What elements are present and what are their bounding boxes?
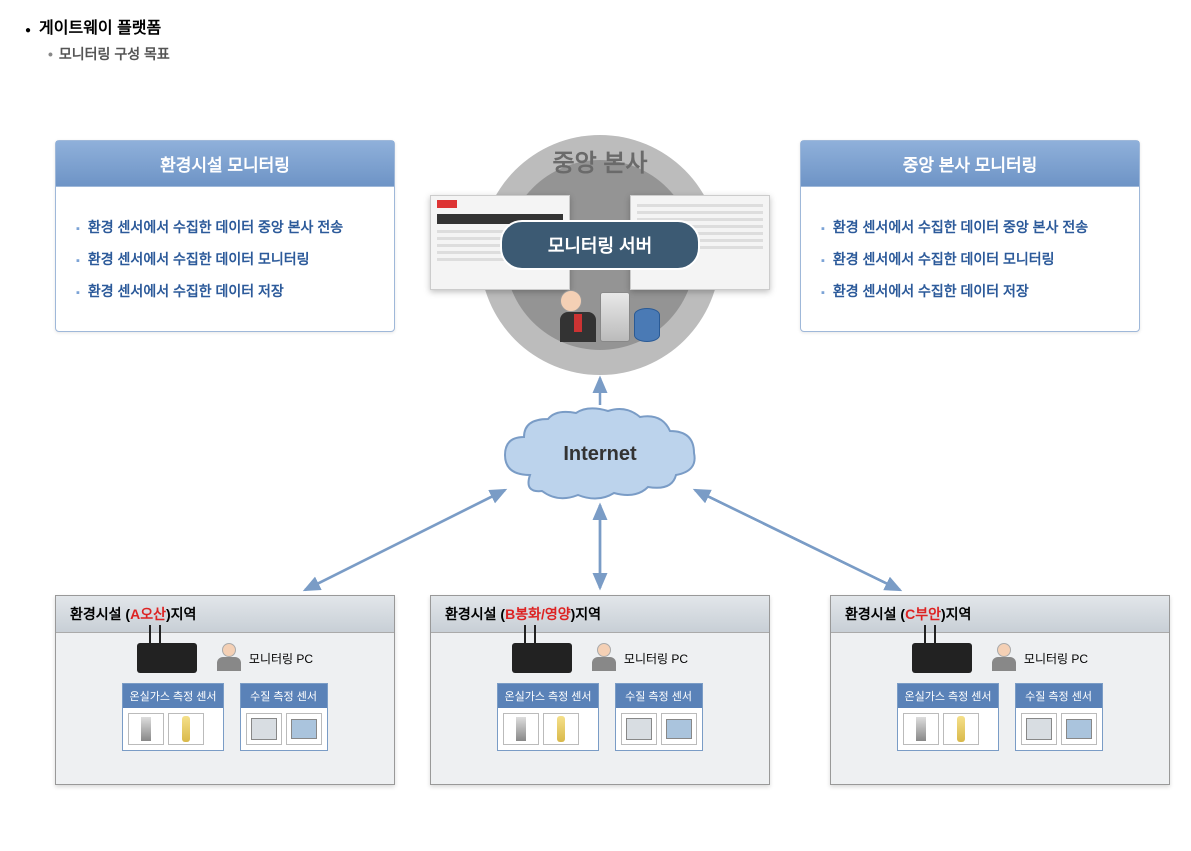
sensor-icon <box>1061 713 1097 745</box>
gateway-device-icon <box>912 643 972 673</box>
monitoring-pc-label: 모니터링 PC <box>1024 650 1088 667</box>
list-item: 환경 센서에서 수집한 데이터 중앙 본사 전송 <box>821 217 1119 237</box>
sensor-header: 온실가스 측정 센서 <box>498 684 597 708</box>
server-badge: 모니터링 서버 <box>500 220 700 270</box>
box-title: 중앙 본사 모니터링 <box>801 141 1139 187</box>
list-item: 환경 센서에서 수집한 데이터 중앙 본사 전송 <box>76 217 374 237</box>
greenhouse-gas-sensor-group: 온실가스 측정 센서 <box>122 683 223 751</box>
facility-box: 환경시설 (C부안)지역모니터링 PC 온실가스 측정 센서 수질 측정 센서 <box>830 595 1170 785</box>
sensor-header: 온실가스 측정 센서 <box>123 684 222 708</box>
facility-title: 환경시설 (A오산)지역 <box>56 596 394 633</box>
monitoring-pc-icon: 모니터링 PC <box>590 643 688 673</box>
server-cluster-icon <box>560 290 660 342</box>
hq-monitoring-box: 중앙 본사 모니터링 환경 센서에서 수집한 데이터 중앙 본사 전송 환경 센… <box>800 140 1140 332</box>
sensor-icon <box>246 713 282 745</box>
monitoring-pc-icon: 모니터링 PC <box>215 643 313 673</box>
sensor-header: 수질 측정 센서 <box>1016 684 1102 708</box>
sensor-icon <box>621 713 657 745</box>
sensor-icon <box>661 713 697 745</box>
sensor-header: 수질 측정 센서 <box>616 684 702 708</box>
monitoring-pc-icon: 모니터링 PC <box>990 643 1088 673</box>
central-hq: 중앙 본사 모니터링 서버 <box>430 135 770 385</box>
sensor-icon <box>1021 713 1057 745</box>
sensor-icon <box>503 713 539 745</box>
page-title: 게이트웨이 플랫폼 <box>25 14 161 38</box>
central-title: 중앙 본사 <box>430 143 770 178</box>
list-item: 환경 센서에서 수집한 데이터 모니터링 <box>76 249 374 269</box>
water-quality-sensor-group: 수질 측정 센서 <box>1015 683 1103 751</box>
greenhouse-gas-sensor-group: 온실가스 측정 센서 <box>897 683 998 751</box>
sensor-icon <box>286 713 322 745</box>
sensor-icon <box>943 713 979 745</box>
sensor-icon <box>168 713 204 745</box>
internet-cloud: Internet <box>490 405 710 505</box>
facility-title: 환경시설 (C부안)지역 <box>831 596 1169 633</box>
cloud-label: Internet <box>490 443 710 466</box>
list-item: 환경 센서에서 수집한 데이터 저장 <box>76 281 374 301</box>
greenhouse-gas-sensor-group: 온실가스 측정 센서 <box>497 683 598 751</box>
water-quality-sensor-group: 수질 측정 센서 <box>615 683 703 751</box>
env-facility-monitoring-box: 환경시설 모니터링 환경 센서에서 수집한 데이터 중앙 본사 전송 환경 센서… <box>55 140 395 332</box>
sensor-icon <box>903 713 939 745</box>
water-quality-sensor-group: 수질 측정 센서 <box>240 683 328 751</box>
list-item: 환경 센서에서 수집한 데이터 저장 <box>821 281 1119 301</box>
monitoring-pc-label: 모니터링 PC <box>624 650 688 667</box>
sensor-icon <box>128 713 164 745</box>
box-title: 환경시설 모니터링 <box>56 141 394 187</box>
facility-title: 환경시설 (B봉화/영양)지역 <box>431 596 769 633</box>
page-subtitle: 모니터링 구성 목표 <box>48 44 170 64</box>
gateway-device-icon <box>512 643 572 673</box>
monitoring-pc-label: 모니터링 PC <box>249 650 313 667</box>
gateway-device-icon <box>137 643 197 673</box>
sensor-icon <box>543 713 579 745</box>
sensor-header: 온실가스 측정 센서 <box>898 684 997 708</box>
facility-box: 환경시설 (B봉화/영양)지역모니터링 PC 온실가스 측정 센서 수질 측정 센서 <box>430 595 770 785</box>
list-item: 환경 센서에서 수집한 데이터 모니터링 <box>821 249 1119 269</box>
sensor-header: 수질 측정 센서 <box>241 684 327 708</box>
facility-box: 환경시설 (A오산)지역모니터링 PC 온실가스 측정 센서 수질 측정 센서 <box>55 595 395 785</box>
